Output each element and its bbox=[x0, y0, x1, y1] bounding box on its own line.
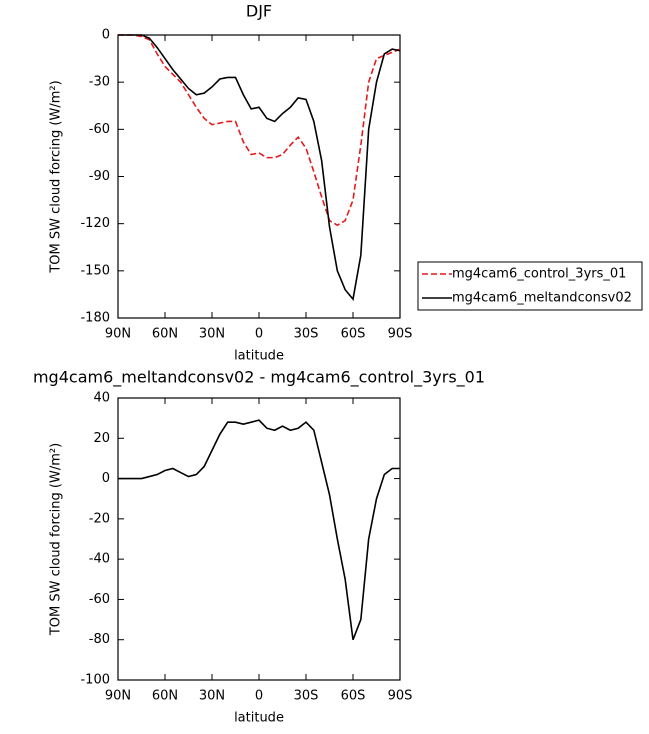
y-axis-label: TOM SW cloud forcing (W/m²) bbox=[49, 443, 64, 636]
x-axis-label: latitude bbox=[234, 349, 284, 364]
data-line bbox=[118, 34, 401, 227]
data-line bbox=[118, 34, 401, 301]
x-tick-label: 30S bbox=[294, 689, 319, 704]
data-line bbox=[118, 419, 400, 641]
chart-title: DJF bbox=[246, 2, 272, 21]
y-tick-label: 20 bbox=[93, 431, 110, 446]
x-tick-label: 0 bbox=[255, 689, 263, 704]
y-tick-label: -100 bbox=[80, 673, 110, 688]
x-tick-label: 90S bbox=[388, 327, 413, 342]
legend-label: mg4cam6_control_3yrs_01 bbox=[452, 267, 626, 282]
x-tick-label: 90S bbox=[388, 689, 413, 704]
chart-title: mg4cam6_meltandconsv02 - mg4cam6_control… bbox=[33, 368, 485, 388]
legend-label: mg4cam6_meltandconsv02 bbox=[452, 291, 632, 306]
y-tick-label: -20 bbox=[89, 511, 110, 526]
x-tick-label: 30N bbox=[199, 327, 225, 342]
x-tick-label: 30S bbox=[294, 327, 319, 342]
x-tick-label: 60N bbox=[152, 689, 178, 704]
x-tick-label: 0 bbox=[255, 327, 263, 342]
x-tick-label: 60S bbox=[341, 327, 366, 342]
y-tick-label: -90 bbox=[89, 169, 110, 184]
x-tick-label: 90N bbox=[105, 689, 131, 704]
y-tick-label: -180 bbox=[80, 311, 110, 326]
y-tick-label: -60 bbox=[89, 122, 110, 137]
y-tick-label: -30 bbox=[89, 75, 110, 90]
x-tick-label: 30N bbox=[199, 689, 225, 704]
y-tick-label: 0 bbox=[102, 28, 110, 43]
y-tick-label: 0 bbox=[102, 471, 110, 486]
legend-box bbox=[417, 261, 643, 311]
x-tick-label: 60N bbox=[152, 327, 178, 342]
y-tick-label: -80 bbox=[89, 632, 110, 647]
y-axis-label: TOM SW cloud forcing (W/m²) bbox=[49, 80, 64, 273]
y-tick-label: 40 bbox=[93, 391, 110, 406]
y-tick-label: -60 bbox=[89, 592, 110, 607]
y-tick-label: -40 bbox=[89, 552, 110, 567]
y-tick-label: -150 bbox=[80, 263, 110, 278]
y-tick-label: -120 bbox=[80, 216, 110, 231]
plot-frame bbox=[117, 397, 401, 681]
x-tick-label: 60S bbox=[341, 689, 366, 704]
x-axis-label: latitude bbox=[234, 711, 284, 726]
x-tick-label: 90N bbox=[105, 327, 131, 342]
